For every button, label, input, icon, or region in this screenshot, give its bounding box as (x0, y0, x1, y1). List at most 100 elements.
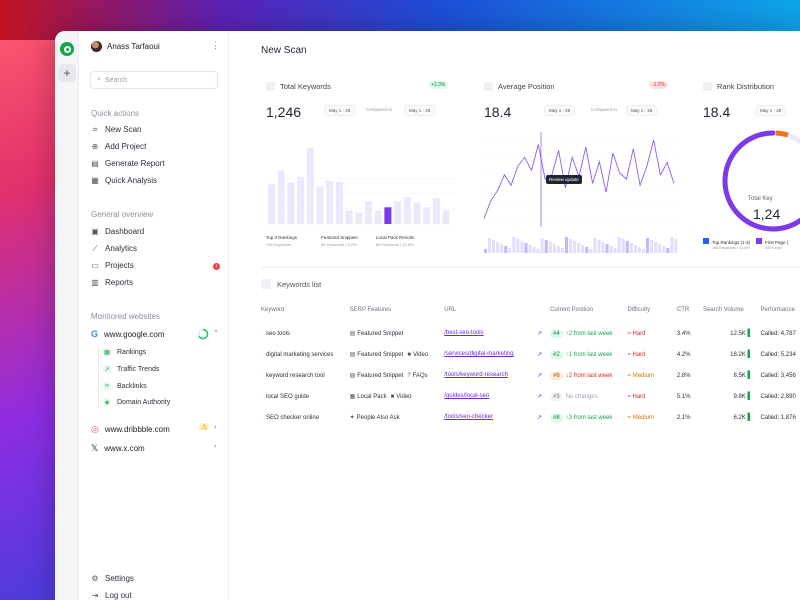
mini-bar (500, 244, 504, 253)
projects-alert-badge: ! (213, 263, 220, 270)
external-link-icon[interactable]: ↗ (536, 415, 542, 421)
column-header[interactable]: SERP Features (349, 307, 392, 313)
plus-circle-icon: ⊕ (91, 142, 99, 151)
more-options-icon[interactable]: ⋮ (211, 40, 220, 50)
bar[interactable] (345, 210, 353, 224)
bar[interactable] (268, 184, 275, 224)
url-link[interactable]: /best-seo-tools (444, 330, 484, 336)
bar[interactable] (394, 201, 402, 224)
date-range-picker[interactable]: May 1 - 28 (324, 105, 356, 116)
icon-rail: + (55, 31, 79, 600)
nav-analytics[interactable]: ⟋ Analytics (91, 244, 137, 254)
chevron-right-icon[interactable]: › (214, 424, 217, 431)
site-x[interactable]: 𝕏 www.x.com (91, 443, 145, 454)
site-dribbble[interactable]: ◎ www.dribbble.com (91, 424, 170, 435)
column-header[interactable]: Performance (760, 307, 795, 313)
nav-quick-analysis[interactable]: ▦ Quick Analysis (91, 176, 157, 185)
bar[interactable] (355, 212, 363, 224)
card-header: Rank Distribution (703, 82, 774, 91)
bar[interactable] (403, 197, 411, 224)
nav-reports[interactable]: ▥ Reports (91, 278, 133, 287)
table-row[interactable]: · seo tools ▤ Featured Snippet/best-seo-too… (261, 323, 800, 344)
column-header[interactable]: Search Volume (703, 307, 744, 313)
mini-bar (650, 240, 654, 253)
sub-backlinks[interactable]: ∞ Backlinks (103, 382, 147, 390)
chevron-up-icon[interactable]: ⌃ (213, 330, 219, 337)
search-input[interactable]: ⌕ Search (90, 71, 218, 89)
link-icon: ∞ (103, 382, 111, 390)
bar[interactable] (326, 180, 334, 224)
mini-bar (605, 244, 609, 253)
rankings-icon: ▦ (103, 348, 111, 356)
user-profile[interactable]: Anass Tarfaoui (91, 41, 160, 52)
bar[interactable] (306, 148, 314, 224)
mini-bar (528, 245, 532, 253)
difficulty-icon: = (627, 372, 632, 379)
nav-projects[interactable]: ▭ Projects (91, 261, 134, 270)
table-header-row: Keyword SERP Features URL Current Position D… (261, 307, 800, 323)
site-google[interactable]: G www.google.com (91, 329, 165, 339)
nav-logout[interactable]: ⇥ Log out (91, 591, 132, 600)
nav-label: Settings (105, 574, 134, 583)
mini-bar (484, 249, 487, 253)
bar[interactable] (413, 202, 421, 224)
video-icon: ■ (390, 394, 395, 400)
bar[interactable] (297, 176, 305, 224)
url-link[interactable]: /tools/keyword-research (444, 372, 508, 378)
nav-dashboard[interactable]: ▣ Dashboard (91, 227, 144, 236)
column-header[interactable]: Difficulty (627, 307, 651, 313)
bar[interactable] (442, 210, 450, 224)
column-header[interactable]: Current Position (550, 307, 594, 313)
mini-bar (658, 244, 662, 253)
compare-date-picker[interactable]: May 1 - 28 (404, 105, 436, 116)
position-badge: #3 (550, 392, 563, 401)
app-logo-icon[interactable] (60, 42, 74, 56)
position-badge: #6 (550, 371, 563, 380)
keywords-table: Keyword SERP Features URL Current Position D… (261, 307, 800, 428)
date-range-picker[interactable]: May 1 - 28 (755, 105, 787, 116)
url-link[interactable]: /guides/local-seo (444, 393, 490, 399)
bar[interactable] (432, 198, 440, 224)
table-row[interactable]: · local SEO guide ▦ Local Pack ■ Video/guides… (261, 386, 800, 407)
url-link[interactable]: /services/digital-marketing (444, 351, 514, 357)
sub-domain-authority[interactable]: ◈ Domain Authority (103, 398, 170, 406)
column-header[interactable]: URL (444, 307, 457, 313)
external-link-icon[interactable]: ↗ (536, 373, 542, 379)
table-row[interactable]: · digital marketing services ▤ Featured Sni… (261, 344, 800, 365)
position-badge: #2 (550, 350, 563, 359)
bar[interactable] (423, 207, 431, 224)
legend-sub: 198 Keywords (266, 242, 292, 247)
date-range-picker[interactable]: May 1 - 28 (544, 105, 576, 116)
url-link[interactable]: /tools/seo-checker (444, 414, 493, 420)
mini-bar (646, 238, 649, 253)
chevron-right-icon[interactable]: › (214, 443, 217, 450)
nav-settings[interactable]: ⚙ Settings (91, 574, 134, 583)
sub-traffic-trends[interactable]: ↗ Traffic Trends (103, 365, 159, 373)
bar[interactable] (316, 186, 324, 224)
add-workspace-button[interactable]: + (58, 64, 76, 82)
bar[interactable] (384, 207, 392, 224)
column-header[interactable]: Keyword (261, 307, 285, 313)
bar[interactable] (287, 182, 295, 224)
bar[interactable] (365, 201, 372, 224)
mini-bar (569, 239, 573, 253)
position-icon (484, 82, 493, 91)
nav-label: Quick Analysis (105, 176, 158, 185)
section-general-overview: General overview (91, 210, 154, 219)
table-row[interactable]: · keyword research tool ▤ Featured Snippet?… (261, 365, 800, 386)
external-link-icon[interactable]: ↗ (536, 394, 542, 400)
bar[interactable] (335, 182, 343, 224)
compare-date-picker[interactable]: May 1 - 28 (626, 105, 658, 116)
table-row[interactable]: · SEO checker online ✦ People Also Ask/tool… (261, 407, 800, 428)
nav-label: Log out (105, 591, 132, 600)
nav-new-scan[interactable]: ⌗ New Scan (91, 125, 142, 135)
bar[interactable] (277, 170, 285, 224)
external-link-icon[interactable]: ↗ (536, 352, 542, 358)
sub-rankings[interactable]: ▦ Rankings (103, 348, 146, 356)
external-link-icon[interactable]: ↗ (536, 331, 542, 337)
dribbble-icon: ◎ (91, 424, 99, 434)
column-header[interactable]: CTR (676, 307, 690, 313)
nav-add-project[interactable]: ⊕ Add Project (91, 142, 147, 151)
nav-generate-report[interactable]: ▤ Generate Report (91, 159, 164, 168)
bar[interactable] (374, 210, 382, 224)
